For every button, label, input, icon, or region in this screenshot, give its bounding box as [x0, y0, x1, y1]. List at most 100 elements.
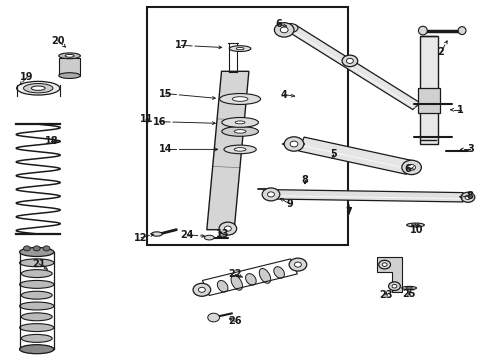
Text: 17: 17 — [174, 40, 188, 50]
Text: 8: 8 — [466, 191, 473, 201]
Text: 2: 2 — [438, 47, 444, 57]
Text: 19: 19 — [20, 72, 34, 82]
Text: 22: 22 — [228, 269, 242, 279]
Bar — [418, 88, 440, 113]
Ellipse shape — [259, 269, 270, 283]
Ellipse shape — [407, 223, 424, 227]
Bar — [59, 58, 80, 76]
Ellipse shape — [59, 73, 80, 78]
Circle shape — [379, 260, 391, 269]
Text: 12: 12 — [134, 233, 148, 243]
Text: 23: 23 — [379, 290, 393, 300]
Circle shape — [408, 165, 416, 170]
Text: 8: 8 — [301, 175, 308, 185]
Text: 11: 11 — [140, 114, 154, 124]
Circle shape — [342, 55, 358, 67]
Ellipse shape — [232, 97, 248, 101]
Ellipse shape — [59, 53, 80, 59]
Ellipse shape — [31, 86, 45, 90]
Ellipse shape — [245, 274, 256, 285]
Polygon shape — [377, 257, 402, 292]
Text: 20: 20 — [51, 36, 65, 46]
Text: 9: 9 — [287, 199, 294, 209]
Ellipse shape — [20, 280, 54, 288]
Ellipse shape — [234, 130, 246, 133]
Circle shape — [280, 27, 288, 33]
Text: 3: 3 — [467, 144, 474, 154]
Ellipse shape — [222, 117, 258, 127]
Circle shape — [193, 283, 211, 296]
Text: 21: 21 — [32, 259, 46, 269]
Circle shape — [290, 141, 298, 147]
Polygon shape — [298, 137, 412, 174]
Text: 5: 5 — [330, 149, 337, 159]
Circle shape — [389, 282, 400, 291]
Text: 26: 26 — [228, 316, 242, 327]
Ellipse shape — [21, 248, 52, 256]
Ellipse shape — [418, 26, 427, 35]
Ellipse shape — [220, 94, 261, 104]
Circle shape — [219, 222, 237, 235]
Circle shape — [346, 58, 353, 63]
Ellipse shape — [218, 280, 228, 292]
Circle shape — [198, 287, 205, 292]
Ellipse shape — [20, 302, 54, 310]
Ellipse shape — [402, 287, 416, 290]
Circle shape — [208, 313, 220, 322]
Ellipse shape — [20, 345, 54, 353]
Circle shape — [24, 246, 30, 251]
Ellipse shape — [20, 259, 54, 267]
Circle shape — [294, 262, 301, 267]
Circle shape — [274, 23, 294, 37]
Circle shape — [262, 188, 280, 201]
Text: 13: 13 — [216, 229, 230, 239]
Circle shape — [224, 226, 231, 231]
Polygon shape — [207, 71, 249, 230]
Ellipse shape — [24, 84, 53, 93]
Ellipse shape — [224, 145, 256, 154]
Text: 1: 1 — [457, 105, 464, 115]
Bar — [420, 36, 438, 144]
Ellipse shape — [21, 270, 52, 278]
Circle shape — [268, 192, 274, 197]
Circle shape — [465, 195, 471, 199]
Polygon shape — [277, 190, 463, 202]
Circle shape — [43, 246, 50, 251]
Text: 6: 6 — [404, 164, 411, 174]
Bar — [147, 7, 348, 245]
Text: 14: 14 — [159, 144, 172, 154]
Ellipse shape — [21, 313, 52, 321]
Text: 10: 10 — [410, 225, 423, 235]
Circle shape — [33, 246, 40, 251]
Text: 6: 6 — [275, 19, 282, 30]
Ellipse shape — [151, 232, 162, 236]
Ellipse shape — [20, 324, 54, 332]
Ellipse shape — [283, 24, 298, 33]
Circle shape — [284, 137, 304, 151]
Ellipse shape — [21, 291, 52, 299]
Text: 4: 4 — [281, 90, 288, 100]
Ellipse shape — [231, 275, 243, 290]
Text: 15: 15 — [159, 89, 172, 99]
Text: 7: 7 — [345, 207, 352, 217]
Circle shape — [382, 263, 387, 266]
Ellipse shape — [20, 248, 54, 256]
Ellipse shape — [406, 287, 413, 289]
Ellipse shape — [236, 48, 244, 50]
Ellipse shape — [204, 235, 214, 240]
Ellipse shape — [20, 345, 54, 354]
Ellipse shape — [65, 54, 74, 57]
Ellipse shape — [412, 224, 419, 226]
Ellipse shape — [222, 126, 258, 136]
Text: 18: 18 — [45, 136, 58, 147]
Ellipse shape — [21, 334, 52, 342]
Ellipse shape — [274, 267, 284, 278]
Ellipse shape — [458, 27, 466, 35]
Ellipse shape — [229, 46, 251, 51]
Polygon shape — [288, 25, 420, 109]
Circle shape — [392, 284, 397, 288]
Ellipse shape — [235, 121, 245, 124]
Circle shape — [289, 258, 307, 271]
Circle shape — [402, 160, 421, 175]
Text: 24: 24 — [180, 230, 194, 240]
